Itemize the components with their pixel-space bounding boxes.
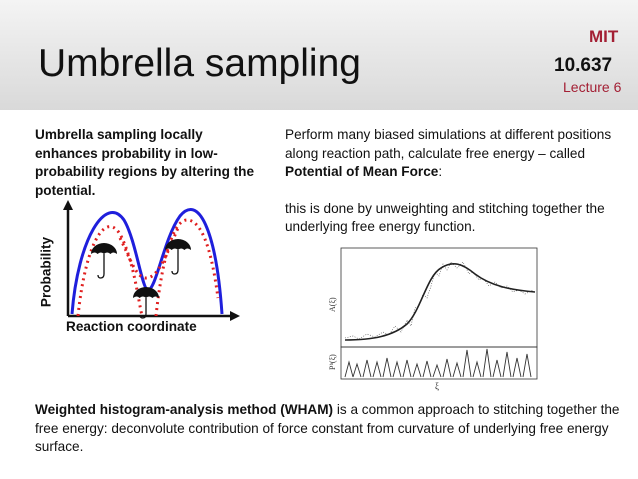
- bias-curve-middle: [118, 227, 180, 280]
- wham-description: Weighted histogram-analysis method (WHAM…: [35, 401, 625, 457]
- umbrella-icon: [91, 243, 117, 279]
- reaction-coordinate-label: Reaction coordinate: [66, 319, 197, 334]
- stitching-paragraph: this is done by unweighting and stitchin…: [285, 200, 605, 235]
- histograms: [344, 348, 532, 378]
- pmf-text-1: Perform many biased simulations at diffe…: [285, 127, 612, 161]
- umbrella-icon: [133, 287, 159, 319]
- umbrella-sketch: [63, 200, 240, 321]
- course-number: 10.637: [554, 55, 613, 76]
- pmf-description: Perform many biased simulations at diffe…: [285, 126, 620, 237]
- histogram-ylabel: Pᵇ(ξ): [328, 354, 337, 370]
- umbrella-description: Umbrella sampling locally enhances proba…: [35, 127, 255, 198]
- wham-term: Weighted histogram-analysis method (WHAM…: [35, 402, 334, 417]
- y-axis-arrow: [63, 200, 73, 210]
- x-axis-arrow: [230, 311, 240, 321]
- bias-curve-right: [154, 218, 220, 317]
- histogram-panel: [340, 346, 538, 380]
- pmf-figure: A(ξ) Pᵇ(ξ) ξ: [328, 247, 538, 391]
- probability-axis-label: Probability: [38, 236, 54, 308]
- wham-text: is a common approach to stitching togeth…: [35, 402, 620, 455]
- pmf-text-2: :: [438, 164, 443, 180]
- pmf-samples: [344, 261, 534, 340]
- lecture-label: Lecture 6: [563, 79, 622, 95]
- pmf-curve: [344, 262, 536, 341]
- header-band: [0, 0, 638, 110]
- pmf-paragraph: Perform many biased simulations at diffe…: [285, 126, 620, 182]
- xi-label: ξ: [435, 381, 439, 391]
- probability-curve: [70, 208, 224, 315]
- mit-logo: MIT: [589, 27, 619, 46]
- pmf-panel: [340, 247, 538, 348]
- pmf-term: Potential of Mean Force: [285, 164, 439, 180]
- slide-title: Umbrella sampling: [38, 42, 361, 85]
- pmf-ylabel: A(ξ): [328, 297, 337, 312]
- umbrella-icon: [165, 239, 191, 275]
